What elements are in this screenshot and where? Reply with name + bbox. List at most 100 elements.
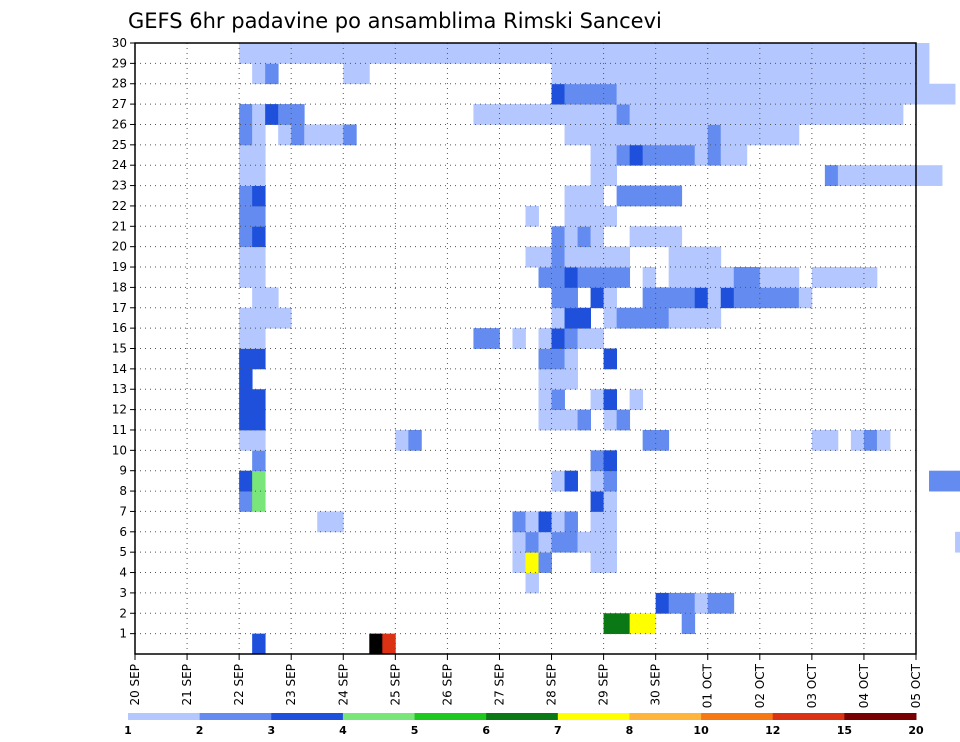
x-tick-label: 20 SEP [128,664,142,706]
colorbar-label: 6 [482,724,490,737]
heatmap-cell [551,389,565,410]
heatmap-cell [837,83,852,105]
y-tick-label: 14 [112,362,127,376]
heatmap-cell [564,328,578,349]
heatmap-cell [681,592,696,614]
heatmap-cell [746,267,761,288]
heatmap-cell [590,246,604,268]
heatmap-cell [642,104,657,125]
heatmap-cell [564,511,578,533]
y-tick-label: 11 [112,423,127,437]
heatmap-cell [681,83,696,105]
heatmap-cell [551,328,565,349]
colorbar-segment [199,713,272,720]
heatmap-cell [694,246,709,268]
heatmap-cell [590,104,604,125]
heatmap-cells [239,43,960,655]
heatmap-cell [564,307,578,329]
heatmap-cell [239,205,253,227]
heatmap-cell [551,409,565,431]
y-tick-label: 22 [112,199,127,213]
x-tick-label: 28 SEP [545,664,559,706]
heatmap-cell [785,63,800,85]
heatmap-cell [746,104,761,125]
heatmap-cell [694,63,709,85]
heatmap-cell [239,409,253,431]
heatmap-cell [252,124,266,146]
heatmap-cell [486,43,500,64]
heatmap-cell [590,287,604,309]
heatmap-cell [668,104,683,125]
heatmap-cell [681,287,696,309]
x-tick-label: 21 SEP [180,664,194,706]
x-axis-ticks: 20 SEP 21 SEP 22 SEP 23 SEP 24 SEP 25 SEP 26 S… [128,654,923,708]
colorbar-label: 2 [196,724,204,737]
heatmap-cell [252,185,266,207]
heatmap-cell [720,267,735,288]
heatmap-cell [681,267,696,288]
heatmap-cell [955,470,960,492]
heatmap-cell [655,185,670,207]
heatmap-cell [824,165,839,186]
heatmap-cell [876,43,891,64]
heatmap-cell [707,287,722,309]
colorbar-label: 3 [267,724,275,737]
heatmap-cell [369,43,383,64]
heatmap-cell [772,287,787,309]
heatmap-cell [616,124,631,146]
x-tick-label: 24 SEP [336,664,350,706]
heatmap-cell [642,43,657,64]
heatmap-cell [265,63,279,85]
heatmap-cell [603,470,618,492]
heatmap-cell [603,63,618,85]
heatmap-cell [252,226,266,248]
heatmap-cell [564,409,578,431]
heatmap-cell [616,613,631,635]
heatmap-cell [694,144,709,166]
heatmap-cell [876,429,891,451]
heatmap-cell [668,226,683,248]
heatmap-cell [629,185,644,207]
heatmap-cell [421,43,435,64]
heatmap-cell [603,205,618,227]
x-tick-label: 29 SEP [597,664,611,706]
heatmap-cell [876,104,891,125]
heatmap-cell [525,43,539,64]
heatmap-cell [772,83,787,105]
heatmap-cell [551,43,565,64]
heatmap-cell [525,104,539,125]
heatmap-cell [447,43,461,64]
heatmap-cell [681,43,696,64]
heatmap-cell [824,63,839,85]
heatmap-cell [252,63,266,85]
heatmap-cell [733,267,748,288]
heatmap-cell [252,409,266,431]
colorbar-label: 15 [837,724,852,737]
heatmap-cell [785,267,800,288]
heatmap-cell [499,43,513,64]
heatmap-cell [642,287,657,309]
y-tick-label: 25 [112,138,127,152]
heatmap-cell [551,63,565,85]
heatmap-cell [798,83,813,105]
heatmap-cell [603,165,618,186]
heatmap-cell [590,267,604,288]
heatmap-cell [525,572,539,594]
heatmap-cell [655,287,670,309]
y-tick-label: 28 [112,77,127,91]
heatmap-cell [681,144,696,166]
heatmap-cell [577,531,591,553]
heatmap-cell [929,83,943,105]
colorbar: 1 2 3 4 5 6 7 8 10 12 15 20 [124,713,924,737]
heatmap-cell [395,429,409,451]
heatmap-cell [538,328,552,349]
heatmap-cell [525,531,539,553]
heatmap-cell [382,633,396,655]
heatmap-cell [239,104,253,125]
heatmap-cell [916,165,930,186]
heatmap-cell [551,511,565,533]
heatmap-cell [668,124,683,146]
heatmap-cell [642,185,657,207]
heatmap-cell [629,43,644,64]
heatmap-cell [655,144,670,166]
